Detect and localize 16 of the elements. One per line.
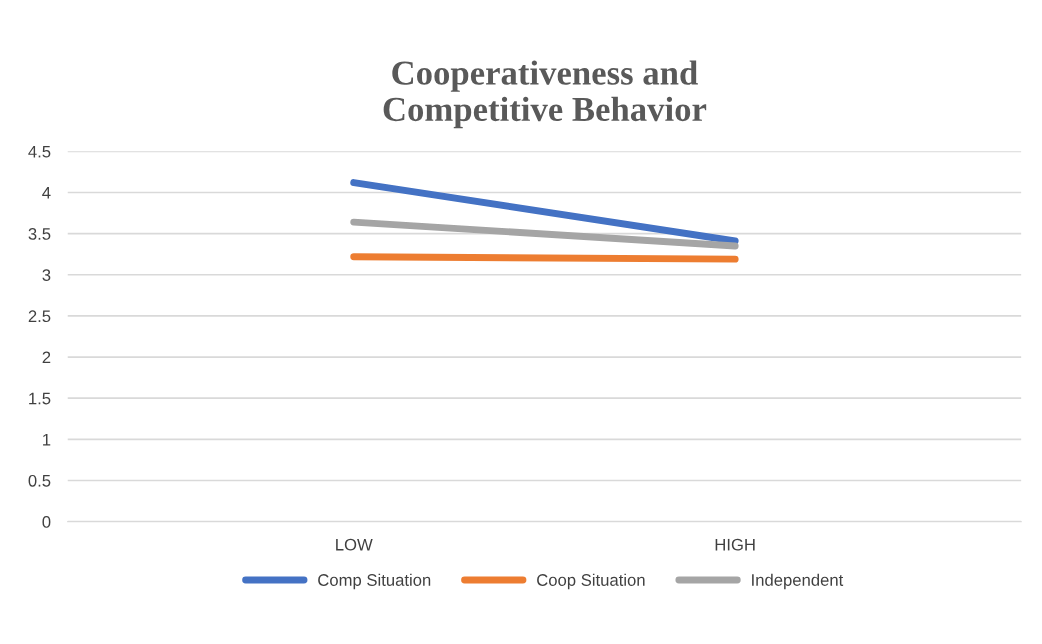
legend-label: Coop Situation xyxy=(537,573,645,590)
legend-label: Comp Situation xyxy=(318,573,431,590)
y-tick-label: 1 xyxy=(43,433,51,446)
y-tick-label: 4 xyxy=(42,187,51,199)
y-tick-label: 2.5 xyxy=(28,310,51,323)
y-tick-label: 0.5 xyxy=(28,474,51,487)
x-tick-label: HIGH xyxy=(715,538,755,551)
y-tick-label: 2 xyxy=(42,351,51,364)
y-tick-label: 1.5 xyxy=(29,392,51,405)
chart-title: Cooperativeness and Competitive Behavior xyxy=(383,60,707,129)
y-tick-label: 4.5 xyxy=(28,145,51,158)
x-tick-label: LOW xyxy=(336,538,373,551)
y-tick-label: 3 xyxy=(42,269,51,281)
y-tick-label: 3.5 xyxy=(28,228,51,240)
legend-label: Independent xyxy=(752,573,844,590)
y-tick-label: 0 xyxy=(42,516,51,528)
